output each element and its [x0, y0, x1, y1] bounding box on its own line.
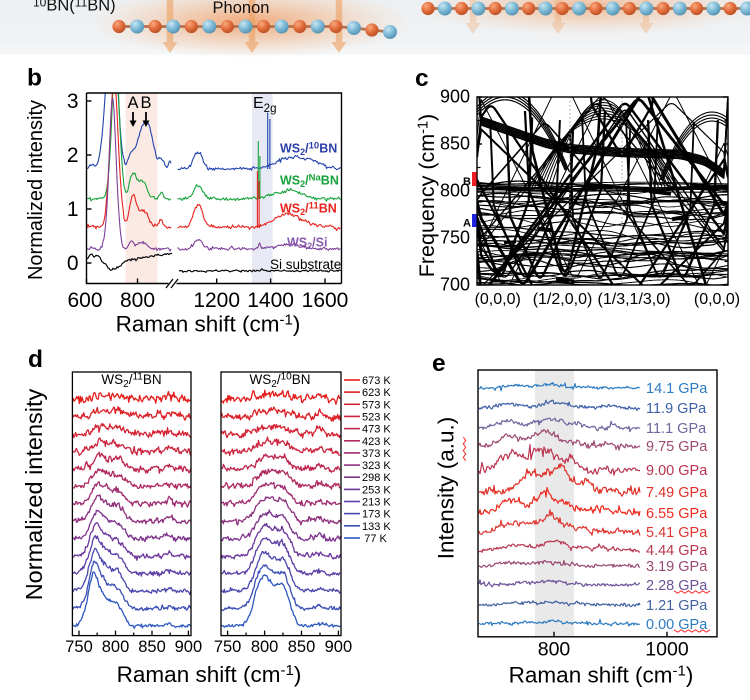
svg-text:A: A: [127, 94, 138, 112]
svg-text:Raman shift (cm-1): Raman shift (cm-1): [116, 312, 301, 337]
svg-text:900: 900: [175, 638, 203, 656]
svg-text:A: A: [463, 218, 471, 230]
svg-text:11.9 GPa: 11.9 GPa: [646, 401, 707, 417]
svg-text:WS2/10BN: WS2/10BN: [280, 141, 337, 158]
svg-text:850: 850: [288, 638, 316, 656]
svg-text:Normalized intensity: Normalized intensity: [25, 100, 47, 280]
svg-text:473 K: 473 K: [362, 424, 391, 436]
svg-text:Raman shift (cm-1): Raman shift (cm-1): [509, 663, 694, 688]
svg-text:1400: 1400: [247, 289, 294, 312]
svg-text:5.41 GPa: 5.41 GPa: [646, 525, 708, 541]
svg-text:1600: 1600: [302, 289, 349, 312]
svg-text:Phonon: Phonon: [213, 0, 270, 17]
svg-text:623 K: 623 K: [362, 387, 391, 399]
svg-text:750: 750: [440, 228, 470, 248]
svg-text:253 K: 253 K: [362, 484, 391, 496]
svg-text:323 K: 323 K: [362, 460, 391, 472]
svg-text:1.21 GPa: 1.21 GPa: [646, 598, 708, 614]
svg-text:4.44 GPa: 4.44 GPa: [646, 543, 708, 559]
svg-text:900: 900: [440, 87, 470, 107]
svg-text:3.19 GPa: 3.19 GPa: [646, 559, 708, 575]
svg-text:573 K: 573 K: [362, 399, 391, 411]
svg-text:Intensity (a.u.): Intensity (a.u.): [434, 417, 459, 560]
svg-text:213 K: 213 K: [362, 497, 391, 509]
svg-text:77 K: 77 K: [362, 533, 387, 545]
svg-text:(0,0,0): (0,0,0): [694, 291, 740, 308]
svg-text:800: 800: [538, 638, 571, 660]
svg-text:1: 1: [67, 198, 79, 221]
svg-text:673 K: 673 K: [362, 375, 391, 387]
svg-text:B: B: [140, 94, 151, 112]
svg-text:WS2/11BN: WS2/11BN: [280, 201, 337, 218]
svg-text:WS2/Si: WS2/Si: [287, 236, 327, 252]
svg-text:c: c: [415, 65, 429, 92]
svg-text:6.55 GPa: 6.55 GPa: [646, 506, 708, 522]
svg-text:Normalized intensity: Normalized intensity: [21, 388, 47, 600]
svg-text:Si substrate: Si substrate: [270, 257, 341, 272]
svg-text:d: d: [28, 346, 43, 373]
svg-text:7.49 GPa: 7.49 GPa: [646, 485, 708, 501]
svg-text:Frequency (cm-1): Frequency (cm-1): [415, 114, 439, 277]
svg-text:WS2/NaBN: WS2/NaBN: [280, 173, 339, 190]
svg-text:10BN(11BN): 10BN(11BN): [33, 0, 116, 15]
svg-text:850: 850: [440, 134, 470, 154]
svg-text:0: 0: [67, 252, 79, 275]
svg-text:298 K: 298 K: [362, 472, 391, 484]
svg-text:850: 850: [138, 638, 166, 656]
svg-text:1000: 1000: [645, 638, 689, 660]
svg-text:b: b: [27, 65, 42, 92]
svg-text:750: 750: [65, 638, 93, 656]
svg-text:e: e: [432, 350, 446, 377]
svg-text:750: 750: [214, 638, 242, 656]
svg-text:9.00 GPa: 9.00 GPa: [646, 463, 708, 479]
svg-text:900: 900: [325, 638, 353, 656]
svg-text:2.28 GPa: 2.28 GPa: [646, 578, 708, 594]
svg-text:133 K: 133 K: [362, 521, 391, 533]
svg-text:0.00 GPa: 0.00 GPa: [646, 617, 708, 633]
svg-text:173 K: 173 K: [362, 509, 391, 521]
svg-text:WS2/11BN: WS2/11BN: [101, 372, 161, 391]
svg-text:9.75 GPa: 9.75 GPa: [646, 439, 708, 455]
svg-text:1200: 1200: [193, 289, 240, 312]
svg-text:800: 800: [251, 638, 279, 656]
svg-text:423 K: 423 K: [362, 436, 391, 448]
svg-text:B: B: [463, 176, 471, 188]
svg-text:523 K: 523 K: [362, 411, 391, 423]
svg-text:700: 700: [440, 275, 470, 295]
svg-text:600: 600: [67, 289, 102, 312]
svg-text:11.1 GPa: 11.1 GPa: [646, 421, 707, 437]
svg-text:3: 3: [67, 90, 79, 113]
svg-text:(1/3,1/3,0): (1/3,1/3,0): [598, 291, 671, 308]
svg-text:Raman shift (cm-1): Raman shift (cm-1): [117, 662, 302, 687]
svg-text:800: 800: [440, 181, 470, 201]
svg-text:373 K: 373 K: [362, 448, 391, 460]
svg-text:(1/2,0,0): (1/2,0,0): [533, 291, 593, 308]
svg-text:14.1 GPa: 14.1 GPa: [646, 381, 708, 397]
svg-text:WS2/10BN: WS2/10BN: [250, 372, 311, 391]
svg-text:(0,0,0): (0,0,0): [475, 291, 521, 308]
svg-text:800: 800: [102, 638, 130, 656]
svg-text:800: 800: [120, 289, 155, 312]
svg-text:2: 2: [67, 144, 79, 167]
